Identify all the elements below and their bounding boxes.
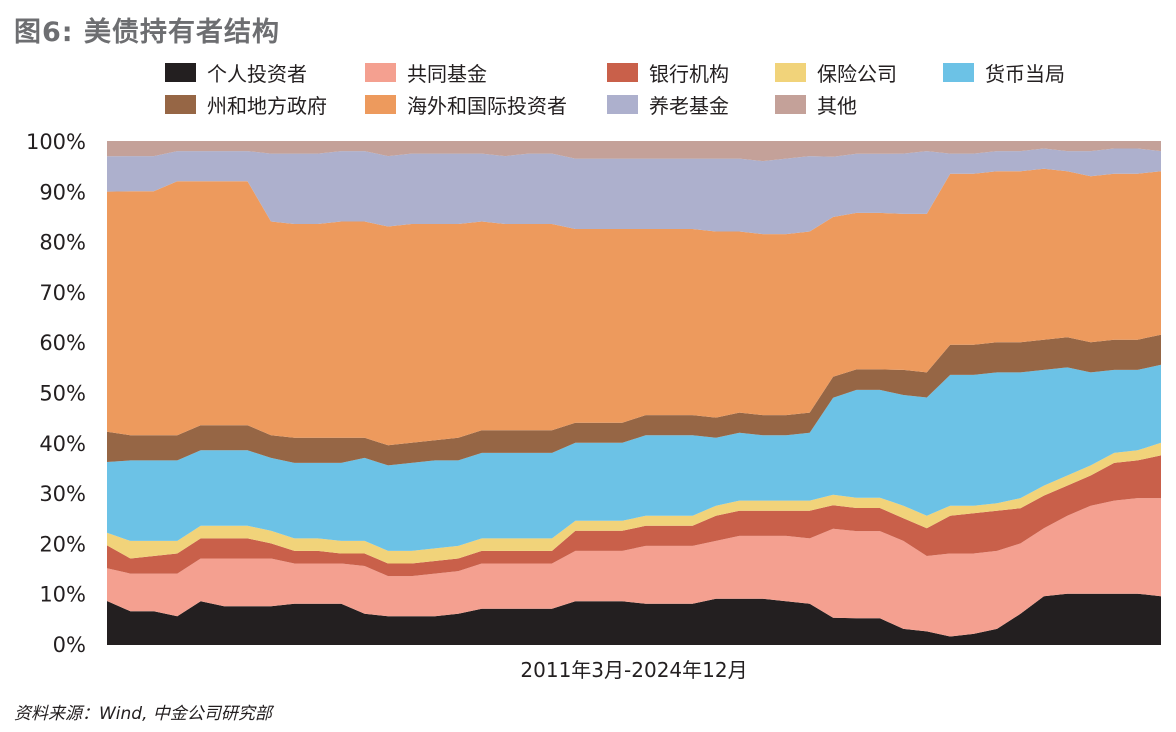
legend-item: 保险公司 (775, 58, 897, 87)
y-tick-label: 30% (39, 482, 86, 506)
y-tick-label: 40% (39, 432, 86, 456)
y-tick-label: 60% (39, 331, 86, 355)
legend-item: 个人投资者 (165, 58, 307, 87)
legend-swatch (775, 63, 806, 82)
source-note: 资料来源：Wind, 中金公司研究部 (14, 704, 272, 724)
legend-label: 海外和国际投资者 (407, 94, 567, 118)
legend-item: 银行机构 (607, 58, 729, 87)
area-series-3 (107, 455, 1161, 577)
legend-swatch (365, 95, 396, 114)
legend-label: 个人投资者 (207, 62, 307, 86)
legend-item: 州和地方政府 (165, 90, 327, 119)
legend-swatch (165, 63, 196, 82)
y-tick-label: 100% (26, 130, 86, 154)
area-series-9 (107, 141, 1161, 162)
legend-swatch (775, 95, 806, 114)
legend-label: 其他 (817, 94, 857, 118)
legend-swatch (943, 63, 974, 82)
y-tick-label: 10% (39, 583, 86, 607)
legend-label: 养老基金 (649, 94, 729, 118)
legend-item: 共同基金 (365, 58, 487, 87)
y-tick-label: 20% (39, 532, 86, 556)
legend: 个人投资者 共同基金 银行机构 保险公司 货币当局 州和地方政府 海外和国际投资… (165, 58, 1165, 118)
chart-title: 图6: 美债持有者结构 (14, 17, 280, 48)
y-tick-label: 0% (53, 633, 86, 657)
legend-swatch (365, 63, 396, 82)
y-tick-label: 90% (39, 180, 86, 204)
legend-item: 海外和国际投资者 (365, 90, 567, 119)
legend-item: 其他 (775, 90, 857, 119)
legend-swatch (607, 95, 638, 114)
area-series-5 (107, 364, 1161, 551)
y-tick-label: 50% (39, 382, 86, 406)
y-tick-label: 70% (39, 281, 86, 305)
legend-label: 共同基金 (407, 62, 487, 86)
legend-item: 货币当局 (943, 58, 1065, 87)
legend-swatch (165, 95, 196, 114)
area-series-1 (107, 593, 1161, 644)
legend-label: 货币当局 (985, 62, 1065, 86)
legend-label: 保险公司 (817, 62, 897, 86)
x-axis-label: 2011年3月-2024年12月 (520, 658, 748, 682)
area-series-8 (107, 148, 1161, 235)
legend-swatch (607, 63, 638, 82)
area-series-7 (107, 168, 1161, 446)
area-series-2 (107, 498, 1161, 637)
legend-label: 银行机构 (649, 62, 729, 86)
legend-item: 养老基金 (607, 90, 729, 119)
area-series-6 (107, 334, 1161, 466)
y-tick-label: 80% (39, 231, 86, 255)
legend-label: 州和地方政府 (207, 94, 327, 118)
